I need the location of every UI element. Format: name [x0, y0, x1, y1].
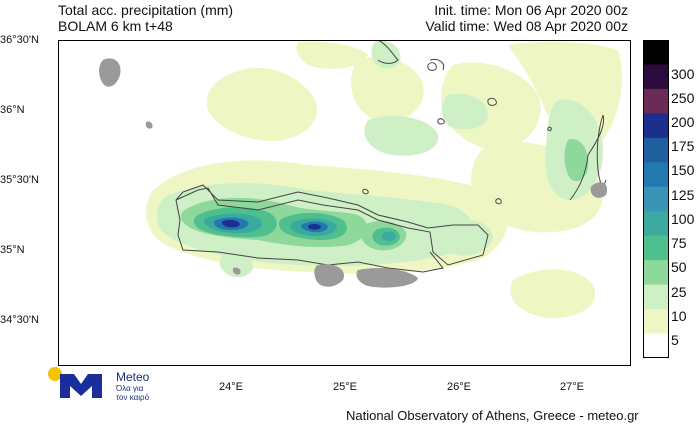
- valid-time: Valid time: Wed 08 Apr 2020 00z: [425, 18, 628, 34]
- lat-label-35-30: 35°30'N: [0, 174, 39, 186]
- lat-label-34-30: 34°30'N: [0, 314, 39, 326]
- legend-swatch: [643, 235, 669, 261]
- legend-swatch: [643, 309, 669, 335]
- legend-swatch: [643, 284, 669, 310]
- legend-label: 125: [671, 187, 695, 203]
- map-title: Total acc. precipitation (mm): [58, 2, 234, 18]
- logo-name: Meteo: [116, 370, 150, 384]
- lat-label-36: 36°N: [0, 104, 25, 116]
- legend-swatch: [643, 260, 669, 286]
- legend-label: 300: [671, 66, 695, 82]
- meteo-logo: Meteo Όλα για τον καιρό: [44, 362, 174, 402]
- lon-label-25: 25°E: [333, 381, 357, 393]
- legend-swatch: [643, 186, 669, 212]
- lon-label-24: 24°E: [219, 381, 243, 393]
- lon-label-26: 26°E: [447, 381, 471, 393]
- legend-swatch: [643, 113, 669, 139]
- legend-label: 75: [671, 235, 687, 251]
- init-time: Init. time: Mon 06 Apr 2020 00z: [434, 2, 628, 18]
- legend-frame: [643, 40, 669, 358]
- legend-swatch: [643, 333, 669, 358]
- precipitation-map: [58, 40, 631, 366]
- logo-tagline-1: Όλα για: [116, 384, 144, 393]
- legend-swatch: [643, 162, 669, 188]
- legend-label: 5: [671, 332, 679, 348]
- legend-swatch: [643, 40, 669, 65]
- legend-swatch: [643, 211, 669, 237]
- footer-credit: National Observatory of Athens, Greece -…: [346, 408, 639, 423]
- legend-label: 25: [671, 284, 687, 300]
- land-outside-domain: [99, 58, 608, 288]
- legend-label: 175: [671, 138, 695, 154]
- legend-label: 150: [671, 162, 695, 178]
- legend-swatch: [643, 137, 669, 163]
- legend-label: 250: [671, 90, 695, 106]
- legend-label: 50: [671, 259, 687, 275]
- logo-tagline-2: τον καιρό: [116, 393, 150, 402]
- legend-label: 200: [671, 114, 695, 130]
- lat-label-35: 35°N: [0, 244, 25, 256]
- precipitation-legend: [643, 40, 669, 358]
- precip-175-200-core: [222, 220, 321, 230]
- lon-label-27: 27°E: [560, 381, 584, 393]
- legend-swatch: [643, 88, 669, 114]
- legend-label: 100: [671, 211, 695, 227]
- small-islands: [362, 62, 552, 205]
- legend-label: 10: [671, 308, 687, 324]
- map-frame: [58, 40, 631, 366]
- lat-label-36-30: 36°30'N: [0, 34, 39, 46]
- meteo-logo-icon: [48, 367, 102, 398]
- model-label: BOLAM 6 km t+48: [58, 18, 173, 34]
- legend-swatch: [643, 64, 669, 90]
